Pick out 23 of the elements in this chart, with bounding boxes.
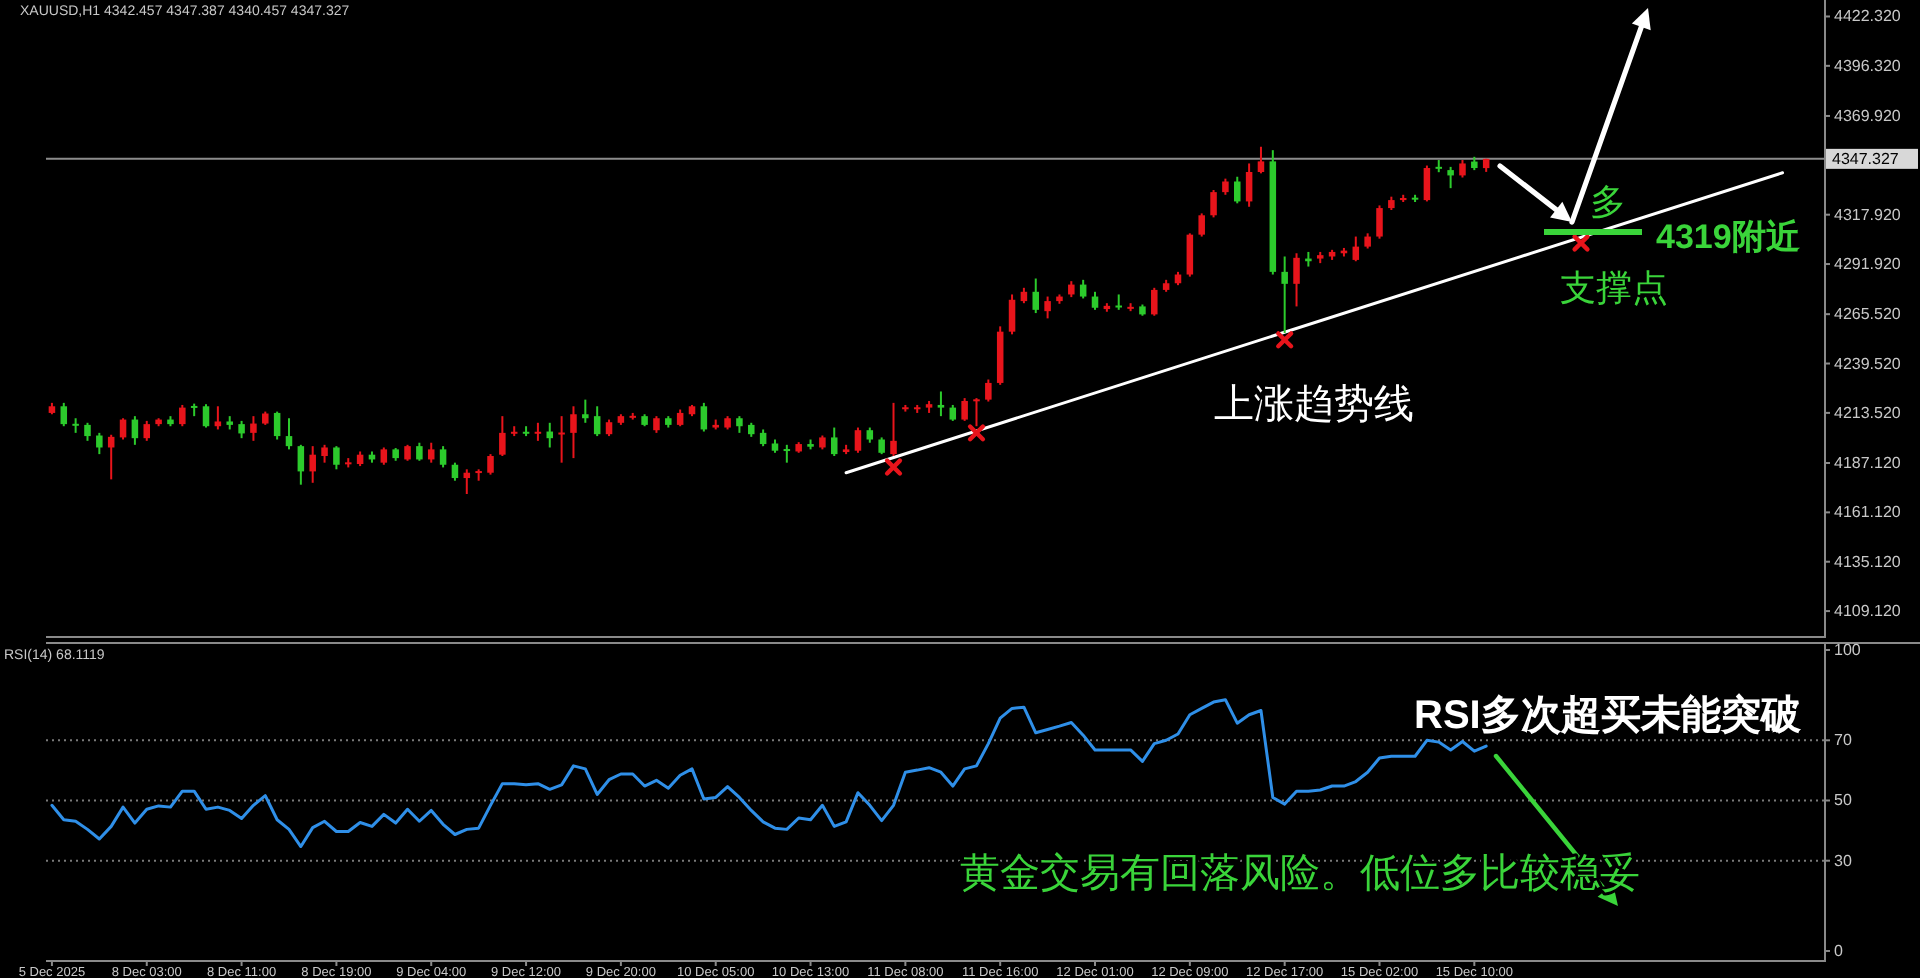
y-tick-label: 4135.120 xyxy=(1834,552,1901,571)
y-tick-label: 4213.520 xyxy=(1834,403,1901,422)
ref-line-label: 4347.327 xyxy=(1832,149,1899,168)
y-tick-label: 4161.120 xyxy=(1834,503,1901,522)
annotation: 多 xyxy=(1590,182,1626,222)
y-tick-label: 50 xyxy=(1834,791,1852,810)
annotation: 4319附近 xyxy=(1656,218,1800,256)
y-tick-label: 0 xyxy=(1834,941,1843,960)
y-tick-label: 30 xyxy=(1834,851,1852,870)
y-tick-label: 4396.320 xyxy=(1834,56,1901,75)
y-tick-label: 4187.120 xyxy=(1834,454,1901,472)
y-tick-label: 4239.520 xyxy=(1834,354,1901,373)
y-tick-label: 70 xyxy=(1834,731,1852,750)
y-tick-label: 4109.120 xyxy=(1834,602,1901,621)
series-label: 上涨趋势线 xyxy=(1214,382,1415,427)
y-tick-label: 100 xyxy=(1834,641,1861,659)
y-tick-label: 4369.920 xyxy=(1834,106,1901,125)
y-tick-label: 4265.520 xyxy=(1834,305,1901,324)
y-tick-label: 4317.920 xyxy=(1834,205,1901,224)
annotation: 支撑点 xyxy=(1560,268,1668,308)
y-tick-label: 4291.920 xyxy=(1834,255,1901,274)
annotation: RSI多次超买未能突破 xyxy=(1414,694,1801,738)
y-tick-label: 4422.320 xyxy=(1834,7,1901,26)
